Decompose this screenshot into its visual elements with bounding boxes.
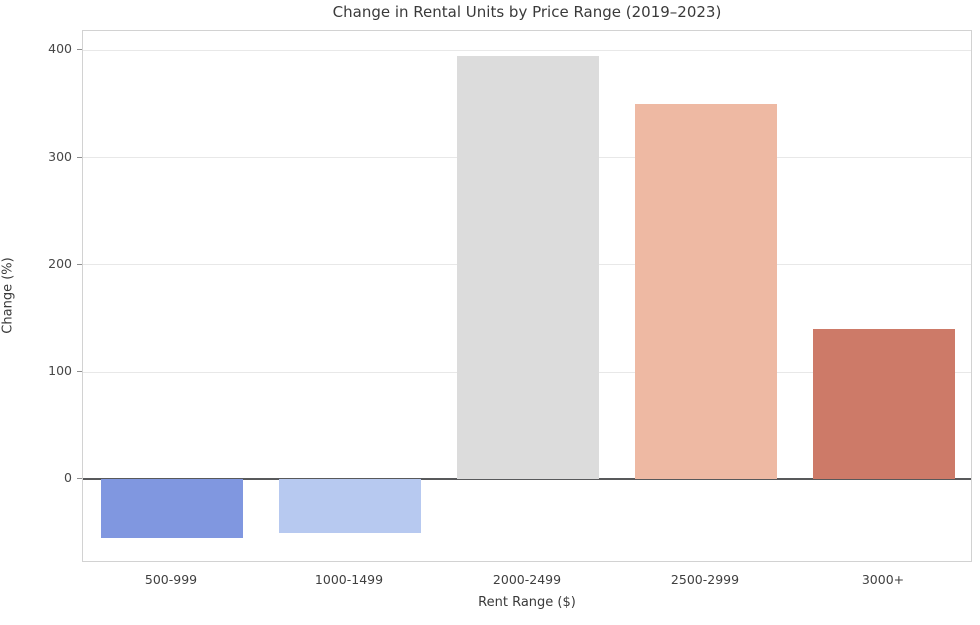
y-tick-label: 200 [48, 255, 72, 271]
x-tick-label: 3000+ [861, 572, 905, 587]
y-axis-label: Change (%) [0, 257, 16, 334]
y-tick-label: 400 [48, 41, 72, 57]
plot-area [82, 30, 972, 562]
x-tick-label: 1000-1499 [314, 572, 384, 587]
bar-1000-1499 [278, 479, 422, 533]
y-tick-mark [77, 371, 82, 373]
y-tick-label: 300 [48, 148, 72, 164]
y-tick-mark [77, 263, 82, 265]
y-tick-label: 100 [48, 363, 72, 379]
bar-500-999 [100, 479, 244, 539]
x-tick-label: 500-999 [144, 572, 198, 587]
y-tick-mark [77, 49, 82, 51]
bar-2500-2999 [634, 103, 778, 480]
gridline [83, 49, 971, 51]
y-tick-label: 0 [64, 470, 72, 486]
x-axis-label: Rent Range ($) [478, 595, 576, 610]
x-tick-label: 2000-2499 [492, 572, 562, 587]
bar-3000+ [812, 329, 956, 480]
y-tick-mark [77, 478, 82, 480]
chart-title: Change in Rental Units by Price Range (2… [332, 3, 722, 21]
bar-2000-2499 [456, 55, 600, 480]
zero-axis-line [83, 478, 971, 481]
x-tick-label: 2500-2999 [670, 572, 740, 587]
y-tick-mark [77, 156, 82, 158]
